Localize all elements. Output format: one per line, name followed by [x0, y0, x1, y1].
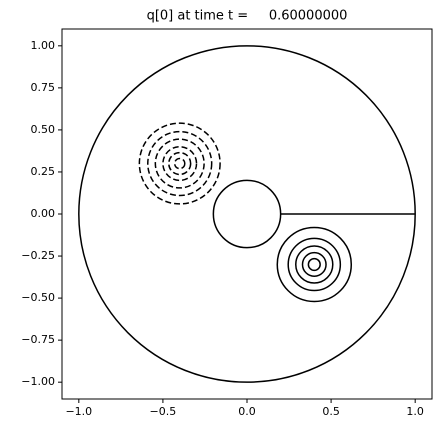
contour-line	[287, 237, 342, 292]
y-tick-label: −0.75	[21, 333, 55, 346]
contour-line	[154, 138, 205, 189]
contour-line	[162, 145, 198, 182]
y-tick-label: 0.25	[31, 165, 56, 178]
contour-line	[147, 130, 213, 197]
x-tick-label: 0.5	[322, 405, 340, 418]
contour-line	[138, 122, 221, 205]
y-tick-label: −1.00	[21, 375, 55, 388]
y-tick-label: 0.50	[31, 123, 56, 136]
chart-title: q[0] at time t = 0.60000000	[147, 9, 348, 24]
y-tick-label: 0.75	[31, 81, 56, 94]
boundary-circle	[212, 179, 282, 249]
y-tick-label: 0.00	[31, 207, 56, 220]
x-tick-label: −1.0	[65, 405, 92, 418]
x-tick-label: −0.5	[150, 405, 177, 418]
y-tick-label: −0.50	[21, 291, 55, 304]
x-tick-label: 0.0	[238, 405, 256, 418]
y-tick-label: 1.00	[31, 39, 56, 52]
contour-line	[307, 257, 321, 272]
y-tick-label: −0.25	[21, 249, 55, 262]
contour-line	[295, 245, 334, 284]
x-tick-label: 1.0	[406, 405, 424, 418]
contour-line	[168, 151, 192, 176]
contour-line	[276, 226, 353, 303]
contour-line	[173, 157, 186, 170]
contour-line	[301, 251, 327, 277]
